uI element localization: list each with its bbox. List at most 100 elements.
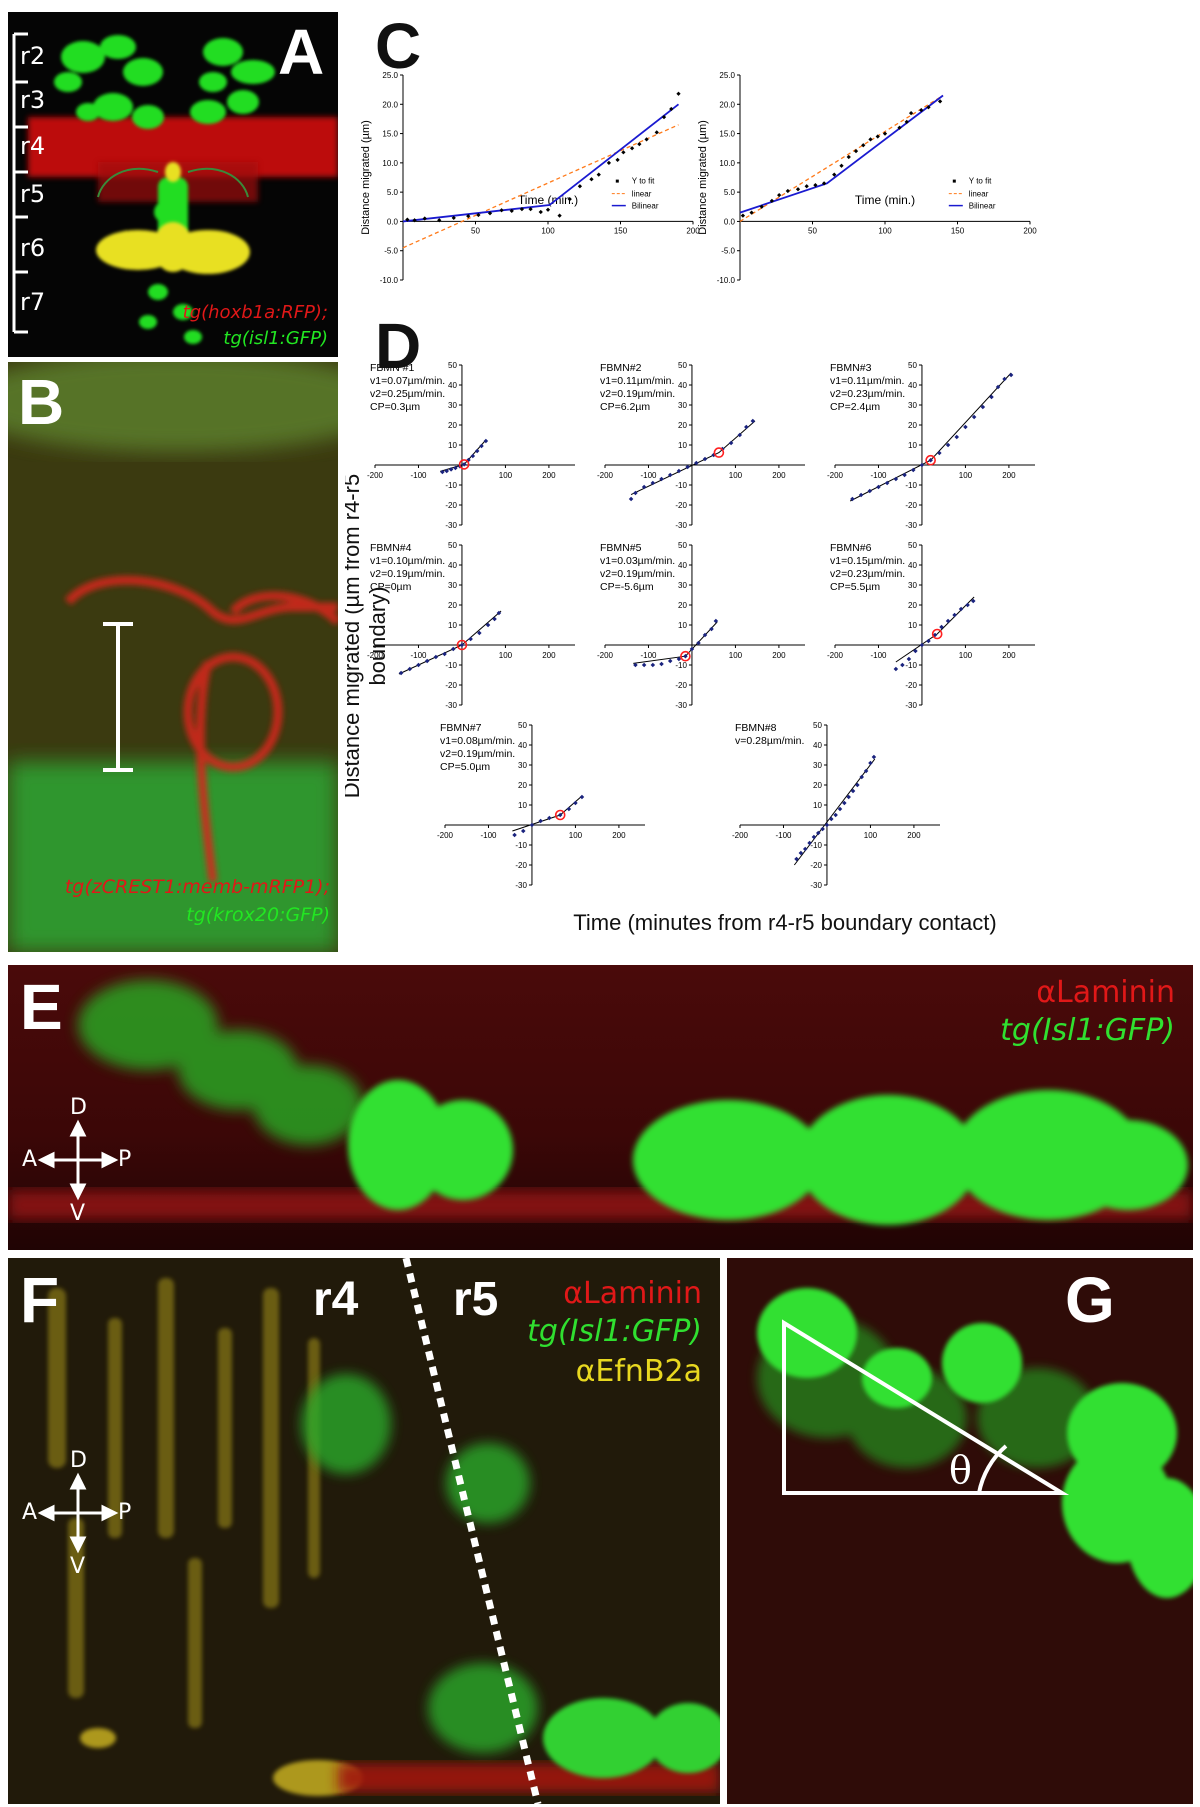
data-point xyxy=(659,661,664,667)
y-tick-label: 30 xyxy=(678,581,687,590)
y-tick-label: -10 xyxy=(515,841,527,850)
cell-stat: v1=0.03µm/min. xyxy=(600,555,675,567)
compass-e-d: D xyxy=(70,1095,87,1120)
x-tick-label: 100 xyxy=(729,471,743,480)
x-tick-label: -100 xyxy=(410,651,427,660)
data-point xyxy=(893,666,899,672)
cell-title: FBMN#6 xyxy=(830,542,872,554)
cell-stat: CP=0µm xyxy=(370,581,412,593)
panel-a-legend-red: tg(hoxb1a:RFP); xyxy=(182,302,328,323)
cell-title: FBMN#8 xyxy=(735,722,777,734)
x-tick-label: -100 xyxy=(640,471,657,480)
y-tick-label: -30 xyxy=(675,701,687,710)
data-point xyxy=(621,150,626,155)
data-point xyxy=(476,212,481,218)
data-point xyxy=(641,484,647,490)
x-tick-label: 50 xyxy=(471,226,480,235)
data-point xyxy=(958,606,964,612)
panel-b-micrograph xyxy=(8,362,338,952)
data-point xyxy=(573,800,578,806)
y-tick-label: 10 xyxy=(678,621,687,630)
data-point xyxy=(567,197,572,202)
x-tick-label: 100 xyxy=(569,831,583,840)
rhombomere-r3-label: r3 xyxy=(20,86,46,114)
cell-stat: v2=0.19µm/min. xyxy=(370,568,445,580)
y-tick-label: -20 xyxy=(445,501,457,510)
y-tick-label: 10 xyxy=(448,441,457,450)
panel-c: C -10.0 -5.0 0.0 5.0 10.0 15.0 20.0 25.0 50 100 15… xyxy=(345,0,1200,310)
panel-b-legend-red: tg(zCREST1:memb-mRFP1); xyxy=(64,876,330,898)
panel-f-image: F r4 r5 αLaminin tg(Isl1:GFP) αEfnB2a D … xyxy=(8,1258,720,1804)
y-tick-label: 30 xyxy=(518,761,527,770)
data-point xyxy=(795,187,801,192)
y-tick-label: 20 xyxy=(908,421,917,430)
data-point xyxy=(466,214,471,219)
data-point xyxy=(451,215,456,221)
x-tick-label: 150 xyxy=(951,226,965,235)
data-point xyxy=(832,172,837,177)
x-tick-label: -100 xyxy=(870,471,887,480)
data-point xyxy=(398,670,404,676)
x-tick-label: 100 xyxy=(878,226,892,235)
data-point xyxy=(676,468,682,474)
data-point xyxy=(884,480,890,486)
y-tick-label: 40 xyxy=(678,561,687,570)
panel-f-label: F xyxy=(20,1264,60,1336)
rhombomere-r5-marker: r5 xyxy=(453,1273,499,1326)
boundary-dashed-line xyxy=(402,1258,542,1804)
compass-f-v: V xyxy=(70,1554,86,1579)
panel-e-image: E αLaminin tg(Isl1:GFP) D V A P xyxy=(8,965,1193,1250)
y-tick-label: 40 xyxy=(813,741,822,750)
x-tick-label: -200 xyxy=(367,651,384,660)
x-tick-label: -100 xyxy=(870,651,887,660)
y-tick-label: 20 xyxy=(908,601,917,610)
data-point xyxy=(667,658,673,664)
y-tick-label: 40 xyxy=(908,561,917,570)
y-tick-label: -30 xyxy=(445,521,457,530)
data-point xyxy=(937,450,942,456)
y-tick-label: 20 xyxy=(448,601,457,610)
data-point xyxy=(641,662,647,668)
data-point xyxy=(422,216,427,221)
x-tick-label: 200 xyxy=(1023,226,1037,235)
y-tick-label: 20 xyxy=(448,421,457,430)
chart-d-8: -30 -20 -10 10 20 30 40 50 -200 -100 100 200 FBMN#8v… xyxy=(732,721,940,890)
data-point xyxy=(485,622,491,628)
legend-label: Y to fit xyxy=(632,177,655,186)
data-point xyxy=(442,651,447,657)
data-point xyxy=(952,612,957,618)
data-point xyxy=(906,656,912,662)
data-point xyxy=(676,91,681,96)
data-point xyxy=(893,476,899,482)
x-tick-label: 100 xyxy=(499,471,513,480)
y-tick-label: -10 xyxy=(905,661,917,670)
panel-c-charts: -10.0 -5.0 0.0 5.0 10.0 15.0 20.0 25.0 50 100 150 2… xyxy=(360,71,1037,285)
y-tick-label: -10.0 xyxy=(380,276,399,285)
cell-title: FBMN #1 xyxy=(370,362,415,374)
data-point xyxy=(477,630,482,636)
data-point xyxy=(547,815,552,821)
data-point xyxy=(863,768,869,774)
data-point xyxy=(520,828,526,834)
panel-g-micrograph xyxy=(727,1258,1193,1804)
y-tick-label: -10 xyxy=(675,661,687,670)
y-tick-label: 50 xyxy=(678,361,687,370)
y-tick-label: 50 xyxy=(448,541,457,550)
x-tick-label: -100 xyxy=(640,651,657,660)
y-tick-label: 40 xyxy=(448,561,457,570)
panel-e-legend-red: αLaminin xyxy=(1036,975,1175,1010)
y-tick-label: -10.0 xyxy=(717,276,736,285)
cell-stat: v1=0.10µm/min. xyxy=(370,555,445,567)
x-tick-label: 100 xyxy=(729,651,743,660)
data-point xyxy=(650,662,656,668)
data-point xyxy=(750,418,756,424)
x-tick-label: -200 xyxy=(827,471,844,480)
data-point xyxy=(804,184,809,189)
panel-c-label: C xyxy=(375,10,422,82)
panel-b-legend-green: tg(krox20:GFP) xyxy=(186,904,330,926)
cell-stat: v1=0.11µm/min. xyxy=(830,375,904,387)
data-point xyxy=(499,208,504,213)
y-tick-label: -30 xyxy=(445,701,457,710)
